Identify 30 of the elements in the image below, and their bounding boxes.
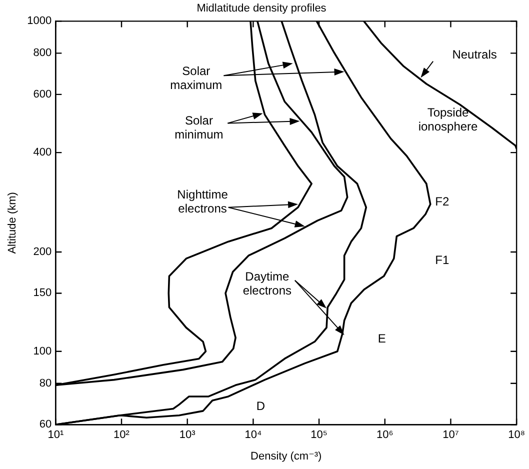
annotation: Solar maximum bbox=[170, 64, 222, 92]
y-tick-label: 400 bbox=[33, 146, 52, 159]
x-tick-label: 10⁶ bbox=[376, 429, 394, 442]
x-tick-label: 10¹ bbox=[48, 429, 64, 442]
annotation: F1 bbox=[435, 253, 450, 268]
y-tick-label: 1000 bbox=[27, 15, 52, 28]
annotation: E bbox=[378, 331, 386, 346]
x-tick-label: 10⁸ bbox=[508, 429, 526, 442]
x-tick-label: 10² bbox=[114, 429, 130, 442]
annotation: D bbox=[256, 398, 266, 413]
y-tick-label: 80 bbox=[39, 377, 52, 390]
y-tick-label: 150 bbox=[33, 287, 52, 300]
y-axis-title: Altitude (km) bbox=[6, 192, 19, 254]
y-tick-label: 100 bbox=[33, 345, 52, 358]
y-tick-label: 200 bbox=[33, 246, 52, 258]
annotation: Neutrals bbox=[452, 47, 497, 62]
annotation: Topside ionosphere bbox=[418, 105, 478, 134]
annotation: Daytime electrons bbox=[242, 269, 292, 298]
annotation: Solar minimum bbox=[174, 114, 224, 142]
x-tick-label: 10⁷ bbox=[442, 429, 459, 442]
y-tick-label: 600 bbox=[33, 88, 52, 100]
x-tick-label: 10⁴ bbox=[244, 429, 262, 442]
annotation: F2 bbox=[435, 194, 450, 209]
x-axis-title: Density (cm⁻³) bbox=[250, 450, 322, 462]
y-tick-label: 60 bbox=[39, 418, 52, 431]
x-tick-label: 10⁵ bbox=[310, 429, 328, 442]
chart-title: Midlatitude density profiles bbox=[196, 2, 327, 15]
annotation: Nighttime electrons bbox=[177, 188, 228, 216]
y-tick-label: 800 bbox=[33, 47, 52, 60]
x-tick-label: 10³ bbox=[179, 429, 196, 442]
